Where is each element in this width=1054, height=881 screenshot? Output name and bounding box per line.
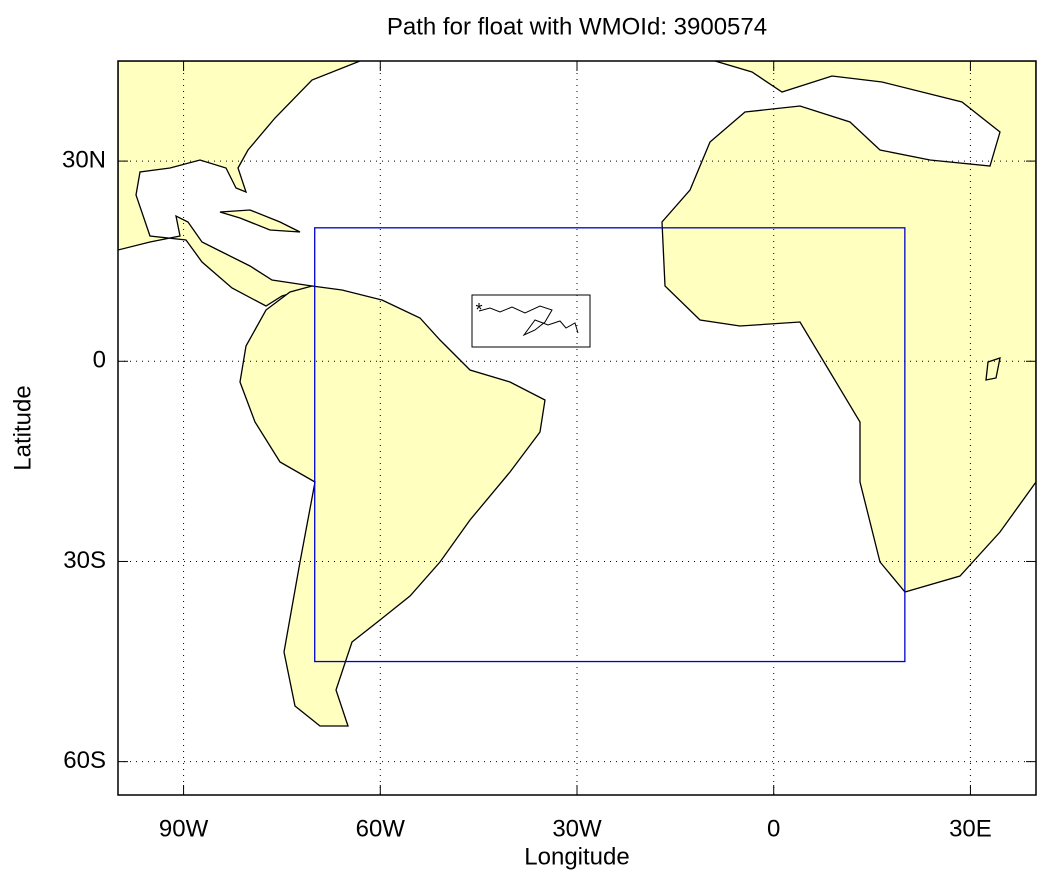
x-tick-label: 30W <box>552 815 602 842</box>
y-tick-label: 30S <box>63 547 106 574</box>
y-tick-label: 60S <box>63 747 106 774</box>
coastlines <box>118 61 1036 727</box>
south-america <box>239 285 546 727</box>
float-box <box>471 294 591 348</box>
x-tick-label: 60W <box>356 815 406 842</box>
float-start: * <box>475 300 482 320</box>
madagascar <box>985 357 1001 381</box>
region-box <box>314 227 906 663</box>
x-tick-label: 0 <box>767 815 780 842</box>
float-inset: * <box>471 294 591 348</box>
africa-europe <box>661 61 1036 593</box>
x-tick-label: 90W <box>159 815 209 842</box>
x-axis-label: Longitude <box>524 843 629 870</box>
cuba <box>219 209 301 233</box>
x-tick-label: 30E <box>949 815 992 842</box>
y-tick-label: 0 <box>93 347 106 374</box>
y-tick-label: 30N <box>62 146 106 173</box>
chart-title: Path for float with WMOId: 3900574 <box>387 13 767 40</box>
y-axis-label: Latitude <box>9 385 36 470</box>
north-america <box>118 61 361 307</box>
float-path <box>478 305 579 337</box>
